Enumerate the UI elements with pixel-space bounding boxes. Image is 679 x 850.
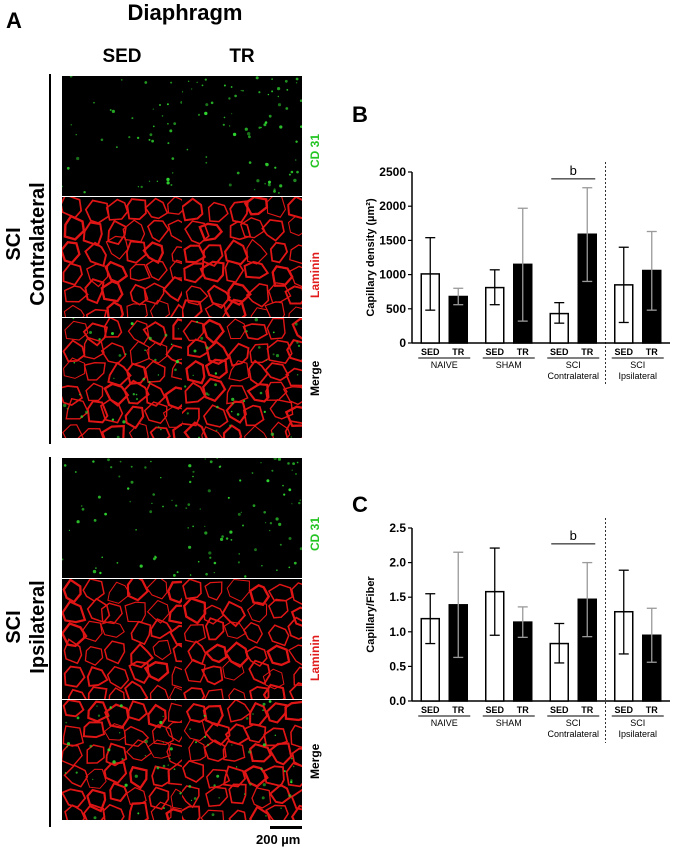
x-tick-label: SED	[550, 347, 569, 357]
group-label: SCI	[566, 360, 581, 370]
group-label: NAIVE	[431, 360, 458, 370]
y-tick-label: 1000	[379, 268, 406, 282]
y-axis-label: Capillary/Fiber	[365, 576, 377, 653]
group-label-line1: SCI	[3, 610, 25, 644]
group-label-sci-contralateral: SCI Contralateral	[2, 144, 50, 344]
row-label-laminin: Laminin	[308, 634, 322, 681]
chart-capillary-fiber: 0.0 0.5 1.0 1.5 2.0 2.5 Capillary/Fiber SED TR SE…	[365, 518, 670, 743]
micrograph-cd31	[182, 76, 302, 196]
x-tick-label: TR	[581, 347, 593, 357]
y-tick-label: 1500	[379, 233, 406, 247]
group-label: SCI	[566, 718, 581, 728]
col-header-tr: TR	[229, 46, 255, 67]
x-tick-label: SED	[485, 705, 504, 715]
group-label: Ipsilateral	[618, 371, 657, 381]
x-tick-label: TR	[581, 705, 593, 715]
group-label: NAIVE	[431, 718, 458, 728]
micrograph-cd31	[182, 458, 302, 578]
micrograph-cd31	[62, 458, 182, 578]
x-tick-label: SED	[485, 347, 504, 357]
x-tick-label: SED	[614, 347, 633, 357]
group-label: Ipsilateral	[618, 729, 657, 739]
y-tick-label: 1.5	[389, 590, 406, 604]
micrograph-laminin	[62, 197, 182, 317]
row-label-cd31: CD 31	[308, 133, 322, 168]
row-label-cd31: CD 31	[308, 516, 322, 551]
y-tick-label: 2.5	[389, 521, 406, 535]
y-tick-label: 2500	[379, 165, 406, 179]
row-label-laminin: Laminin	[308, 251, 322, 298]
panel-c-letter: C	[352, 492, 368, 517]
micrograph-laminin	[62, 579, 182, 699]
panel-a-letter: A	[6, 8, 22, 33]
row-label-merge: Merge	[308, 360, 322, 396]
x-tick-label: TR	[646, 705, 658, 715]
group-label: Contralateral	[547, 729, 599, 739]
y-tick-label: 0	[399, 336, 406, 350]
micrograph-laminin	[182, 197, 302, 317]
y-axis-label: Capillary density (µm²)	[365, 198, 377, 317]
micrograph-merge	[62, 700, 182, 820]
scale-bar	[270, 826, 302, 829]
group-label-line2: Ipsilateral	[27, 580, 49, 674]
micrograph-merge	[62, 318, 182, 438]
row-label-merge: Merge	[308, 743, 322, 779]
micrograph-merge	[182, 318, 302, 438]
x-tick-label: SED	[421, 705, 440, 715]
x-tick-label: TR	[452, 347, 464, 357]
y-tick-label: 0.0	[389, 694, 406, 708]
panel-b-letter: B	[352, 102, 368, 127]
x-tick-label: TR	[517, 705, 529, 715]
group-label: SHAM	[496, 718, 522, 728]
x-tick-label: TR	[646, 347, 658, 357]
y-tick-label: 2000	[379, 199, 406, 213]
y-tick-label: 0.5	[389, 659, 406, 673]
group-label-sci-ipsilateral: SCI Ipsilateral	[2, 527, 50, 727]
group-label-line2: Contralateral	[27, 182, 49, 306]
micrograph-laminin	[182, 579, 302, 699]
micrograph-merge	[182, 700, 302, 820]
group-label: SCI	[630, 718, 645, 728]
x-tick-label: SED	[614, 705, 633, 715]
x-tick-label: SED	[550, 705, 569, 715]
scale-bar-label: 200 µm	[256, 832, 301, 847]
group-label: SHAM	[496, 360, 522, 370]
x-tick-label: TR	[452, 705, 464, 715]
chart-capillary-density: 0 500 1000 1500 2000 2500 Capillary density (µ…	[365, 162, 670, 385]
group-divider-line	[49, 74, 51, 444]
panel-a-title: Diaphragm	[127, 0, 243, 25]
significance-label: b	[570, 163, 577, 178]
y-tick-label: 500	[386, 302, 406, 316]
group-label: Contralateral	[547, 371, 599, 381]
col-header-sed: SED	[102, 46, 142, 67]
group-label-line1: SCI	[3, 227, 25, 261]
group-label: SCI	[630, 360, 645, 370]
x-tick-label: TR	[517, 347, 529, 357]
micrograph-cd31	[62, 76, 182, 196]
significance-label: b	[570, 528, 577, 543]
y-tick-label: 1.0	[389, 625, 406, 639]
y-tick-label: 2.0	[389, 556, 406, 570]
group-divider-line	[49, 457, 51, 827]
x-tick-label: SED	[421, 347, 440, 357]
